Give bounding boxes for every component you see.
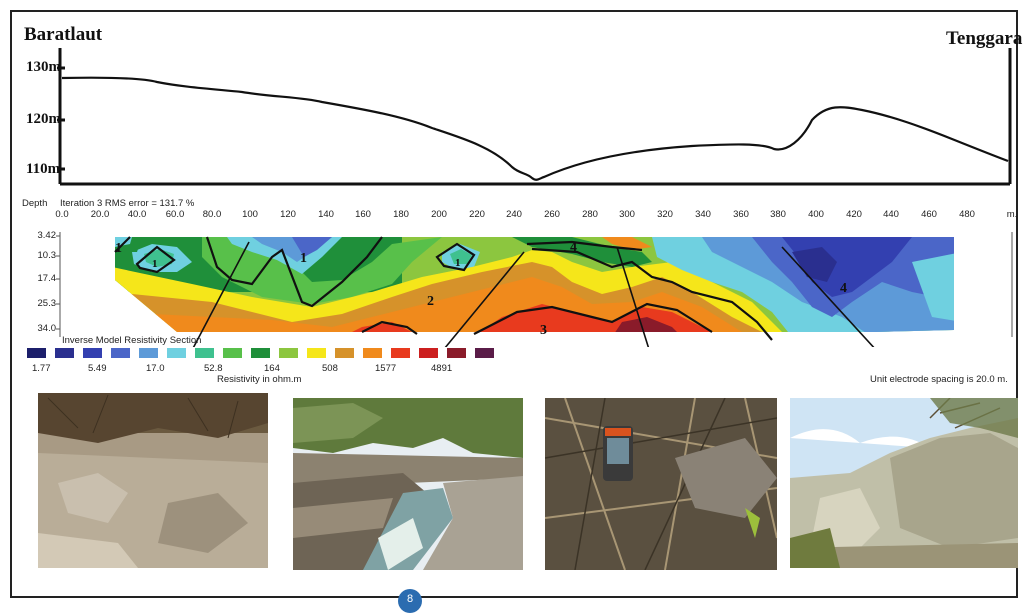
legend-value: 5.49 [88,363,107,374]
river-gorge-photo [293,398,523,570]
depth-tick: 25.3 [37,298,57,309]
zone-label: 2 [427,294,434,309]
legend-swatch [362,347,383,359]
x-tick: 380 [770,209,786,220]
zone-label: 1 [300,251,307,266]
x-tick: 240 [506,209,522,220]
zone-label: 3 [540,323,547,338]
direction-label-southeast: Tenggara [946,28,1023,49]
x-tick: 340 [695,209,711,220]
depth-tick: 17.4 [37,273,57,284]
x-tick: 420 [846,209,862,220]
legend-swatch [390,347,411,359]
photo-arrows [192,241,875,347]
x-tick: 200 [431,209,447,220]
zone-label: 4 [840,281,847,296]
legend-value: 1577 [375,363,397,374]
resistivity-section: 1 1 1 1 2 3 4 4 [56,232,1013,347]
legend-swatch [138,347,159,359]
topographic-profile [57,48,1012,186]
legend-swatch [418,347,439,359]
legend-value: 52.8 [204,363,223,374]
rock-cliff-photo [790,398,1018,568]
legend-swatch [250,347,271,359]
legend-swatch [278,347,299,359]
zone-label: 1 [115,241,122,256]
electrode-spacing-note: Unit electrode spacing is 20.0 m. [870,374,1008,385]
x-tick: 140 [318,209,334,220]
legend-value: 164 [264,363,280,374]
x-tick: 440 [883,209,899,220]
x-tick: 20.0 [90,209,110,220]
x-tick: 100 [242,209,258,220]
x-tick: 360 [733,209,749,220]
legend-swatch [110,347,131,359]
legend-swatch [222,347,243,359]
legend-swatch [82,347,103,359]
zone-label: 1 [455,257,461,269]
x-tick: 400 [808,209,824,220]
legend-swatch [474,347,495,359]
figure-frame: Baratlaut Tenggara 130m 120m 110m Depth … [10,10,1022,598]
x-tick: 480 [959,209,975,220]
depth-tick: 34.0 [37,323,57,334]
depth-tick: 3.42 [37,230,57,241]
legend-value: 508 [322,363,338,374]
x-tick: 320 [657,209,673,220]
legend-swatch [306,347,327,359]
x-tick: 0.0 [55,209,69,220]
zone-label: 1 [152,258,158,270]
x-tick: 80.0 [202,209,222,220]
x-tick: 280 [582,209,598,220]
legend-value: 17.0 [146,363,165,374]
depth-axis-title: Depth [22,198,48,209]
gps-device-photo [545,398,777,570]
x-tick: 260 [544,209,560,220]
x-tick: 40.0 [127,209,147,220]
legend-swatch [166,347,187,359]
elevation-label-110: 110m [26,161,61,177]
section-title: Inverse Model Resistivity Section [62,335,202,346]
iteration-text: Iteration 3 RMS error = 131.7 % [60,198,195,209]
soil-outcrop-photo [38,393,268,568]
elevation-label-120: 120m [26,111,61,127]
x-tick: 160 [355,209,371,220]
elevation-label-130: 130m [26,59,61,75]
legend-value: 1.77 [32,363,51,374]
x-tick: 60.0 [165,209,185,220]
zone-label: 4 [570,240,577,255]
x-tick: 180 [393,209,409,220]
x-tick: 220 [469,209,485,220]
legend-swatch [446,347,467,359]
legend-swatch [194,347,215,359]
x-tick: 300 [619,209,635,220]
legend-swatch [334,347,355,359]
x-tick: 460 [921,209,937,220]
legend-swatch [26,347,47,359]
page-badge: 8 [398,589,422,613]
x-tick: m. [1006,209,1018,220]
x-tick: 120 [280,209,296,220]
depth-tick: 10.3 [37,250,57,261]
legend-value: 4891 [431,363,453,374]
direction-label-northwest: Baratlaut [24,24,103,45]
legend-swatch [54,347,75,359]
legend-caption: Resistivity in ohm.m [217,374,302,385]
